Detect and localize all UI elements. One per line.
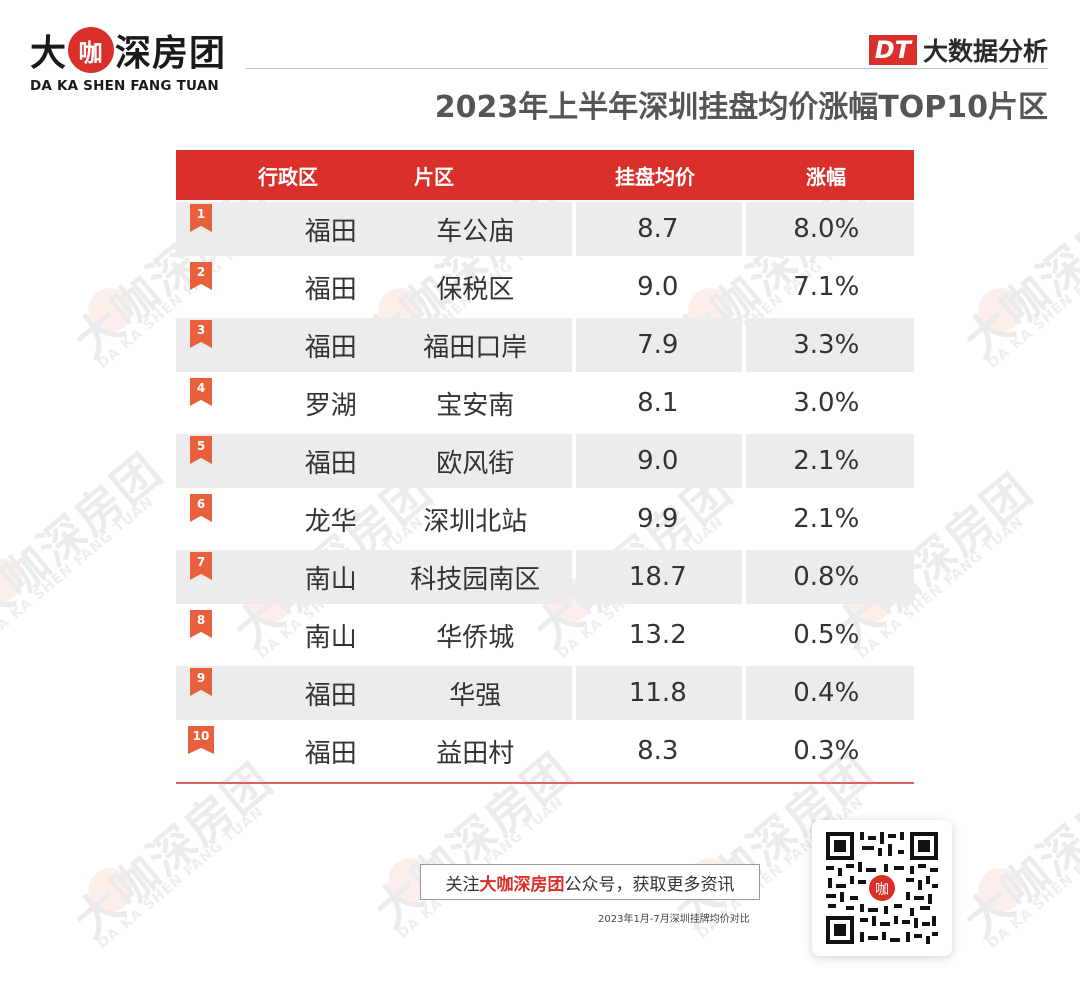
table-row: 6 龙华 深圳北站 9.9 2.1% bbox=[176, 490, 914, 548]
qr-center-label: 咖 bbox=[875, 882, 889, 898]
follow-prefix: 关注 bbox=[445, 874, 480, 895]
growth-cell: 0.4% bbox=[793, 678, 860, 708]
district-cell: 福田 bbox=[304, 332, 357, 363]
price-cell: 18.7 bbox=[628, 562, 687, 592]
column-header-district: 行政区 bbox=[258, 164, 318, 189]
growth-cell: 2.1% bbox=[793, 446, 860, 476]
price-cell: 8.7 bbox=[637, 214, 679, 244]
area-cell: 车公庙 bbox=[436, 216, 515, 247]
logo-wordmark: 大咖深房团 bbox=[30, 26, 226, 74]
logo-subtitle: DA KA SHEN FANG TUAN bbox=[30, 78, 219, 94]
footnote: 2023年1月-7月深圳挂牌均价对比 bbox=[598, 914, 750, 925]
table-row: 10 福田 益田村 8.3 0.3% bbox=[176, 722, 914, 780]
rank-badge-icon: 4 bbox=[190, 378, 212, 406]
district-cell: 福田 bbox=[304, 216, 357, 247]
district-cell: 福田 bbox=[304, 448, 357, 479]
ranking-table: 行政区 片区 挂盘均价 涨幅 1 福田 车公庙 8.7 8.0% 2 福田 保税… bbox=[176, 150, 914, 784]
column-header-growth: 涨幅 bbox=[806, 164, 846, 189]
growth-cell: 7.1% bbox=[793, 272, 860, 302]
growth-cell: 0.5% bbox=[793, 620, 860, 650]
growth-cell: 2.1% bbox=[793, 504, 860, 534]
follow-banner: 关注 大咖深房团 公众号，获取更多资讯 bbox=[420, 864, 760, 900]
table-row: 3 福田 福田口岸 7.9 3.3% bbox=[176, 316, 914, 374]
price-cell: 9.0 bbox=[637, 272, 679, 302]
price-cell: 9.9 bbox=[637, 504, 679, 534]
logo-circle-icon: 咖 bbox=[68, 27, 115, 73]
area-cell: 福田口岸 bbox=[423, 332, 528, 363]
district-cell: 龙华 bbox=[304, 506, 357, 537]
area-cell: 科技园南区 bbox=[410, 564, 541, 595]
table-row: 9 福田 华强 11.8 0.4% bbox=[176, 664, 914, 722]
follow-suffix: 公众号，获取更多资讯 bbox=[564, 874, 735, 895]
growth-cell: 3.3% bbox=[793, 330, 860, 360]
district-cell: 南山 bbox=[304, 564, 357, 595]
header-divider bbox=[246, 68, 1048, 69]
logo: 大咖深房团 DA KA SHEN FANG TUAN bbox=[30, 26, 230, 96]
growth-cell: 0.8% bbox=[793, 562, 860, 592]
district-cell: 福田 bbox=[304, 738, 357, 769]
district-cell: 罗湖 bbox=[304, 390, 357, 421]
qr-code-icon: 咖 bbox=[822, 828, 942, 948]
table-row: 5 福田 欧风街 9.0 2.1% bbox=[176, 432, 914, 490]
column-header-area: 片区 bbox=[414, 164, 454, 189]
table-bottom-rule bbox=[176, 782, 914, 784]
table-row: 7 南山 科技园南区 18.7 0.8% bbox=[176, 548, 914, 606]
area-cell: 益田村 bbox=[436, 738, 515, 769]
area-cell: 欧风街 bbox=[436, 448, 515, 479]
rank-badge-icon: 6 bbox=[190, 494, 212, 522]
table-row: 4 罗湖 宝安南 8.1 3.0% bbox=[176, 374, 914, 432]
table-body: 1 福田 车公庙 8.7 8.0% 2 福田 保税区 9.0 7.1% 3 福田… bbox=[176, 200, 914, 780]
area-cell: 保税区 bbox=[436, 274, 515, 305]
rank-badge-icon: 3 bbox=[190, 320, 212, 348]
brand-badge: DT bbox=[868, 35, 917, 65]
price-cell: 13.2 bbox=[628, 620, 687, 650]
price-cell: 8.3 bbox=[637, 736, 679, 766]
table-row: 1 福田 车公庙 8.7 8.0% bbox=[176, 200, 914, 258]
table-row: 8 南山 华侨城 13.2 0.5% bbox=[176, 606, 914, 664]
area-cell: 宝安南 bbox=[436, 390, 515, 421]
rank-badge-icon: 1 bbox=[190, 204, 212, 232]
rank-badge-icon: 7 bbox=[190, 552, 212, 580]
area-cell: 深圳北站 bbox=[423, 506, 528, 537]
growth-cell: 8.0% bbox=[793, 214, 860, 244]
price-cell: 11.8 bbox=[628, 678, 687, 708]
rank-badge-icon: 5 bbox=[190, 436, 212, 464]
brand-label: 大数据分析 bbox=[922, 37, 1048, 66]
brand-tag: DT 大数据分析 bbox=[868, 32, 1048, 68]
growth-cell: 3.0% bbox=[793, 388, 860, 418]
area-cell: 华侨城 bbox=[436, 622, 515, 653]
qr-code-card: 咖 bbox=[812, 820, 952, 956]
column-header-price: 挂盘均价 bbox=[615, 164, 695, 189]
district-cell: 福田 bbox=[304, 680, 357, 711]
price-cell: 7.9 bbox=[637, 330, 679, 360]
rank-badge-icon: 2 bbox=[190, 262, 212, 290]
price-cell: 9.0 bbox=[637, 446, 679, 476]
district-cell: 福田 bbox=[304, 274, 357, 305]
growth-cell: 0.3% bbox=[793, 736, 860, 766]
rank-badge-icon: 9 bbox=[190, 668, 212, 696]
table-row: 2 福田 保税区 9.0 7.1% bbox=[176, 258, 914, 316]
page-title: 2023年上半年深圳挂盘均价涨幅TOP10片区 bbox=[434, 90, 1048, 125]
follow-brand: 大咖深房团 bbox=[479, 874, 565, 895]
area-cell: 华强 bbox=[449, 680, 502, 711]
district-cell: 南山 bbox=[304, 622, 357, 653]
table-header: 行政区 片区 挂盘均价 涨幅 bbox=[176, 150, 914, 200]
rank-badge-icon: 8 bbox=[190, 610, 212, 638]
price-cell: 8.1 bbox=[637, 388, 679, 418]
